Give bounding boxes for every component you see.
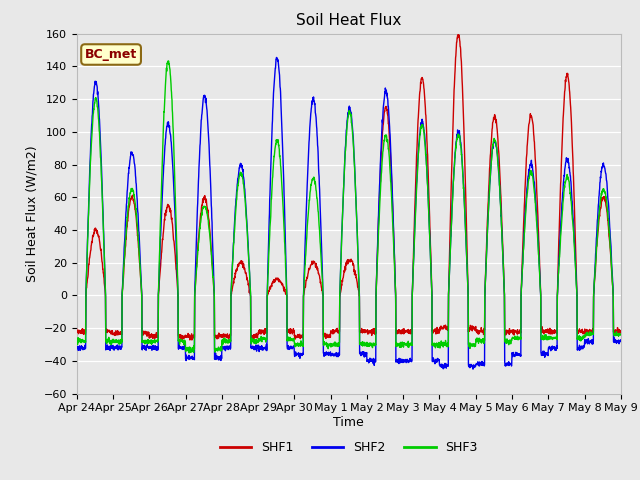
SHF3 [73, 339, 81, 345]
SHF2 [365, 357, 372, 363]
SHF3 [164, 58, 172, 64]
SHF2 [225, 345, 232, 351]
SHF1 [73, 326, 81, 332]
Y-axis label: Soil Heat Flux (W/m2): Soil Heat Flux (W/m2) [25, 145, 38, 282]
SHF1 [188, 337, 196, 343]
SHF2 [507, 360, 515, 366]
SHF3 [186, 350, 193, 356]
SHF1 [507, 328, 515, 334]
Text: BC_met: BC_met [85, 48, 137, 61]
SHF3 [617, 332, 625, 338]
Legend: SHF1, SHF2, SHF3: SHF1, SHF2, SHF3 [214, 436, 483, 459]
SHF1 [225, 336, 232, 342]
SHF2 [376, 162, 384, 168]
Line: SHF1: SHF1 [77, 33, 621, 340]
SHF1 [584, 328, 592, 334]
SHF1 [569, 158, 577, 164]
SHF1 [376, 173, 384, 179]
SHF3 [584, 332, 592, 337]
SHF1 [365, 329, 372, 335]
SHF2 [569, 214, 577, 220]
SHF2 [469, 366, 477, 372]
X-axis label: Time: Time [333, 416, 364, 429]
SHF3 [569, 222, 577, 228]
Line: SHF2: SHF2 [77, 58, 621, 369]
SHF1 [617, 330, 625, 336]
SHF3 [225, 337, 233, 343]
SHF2 [584, 339, 592, 345]
SHF1 [455, 30, 463, 36]
SHF3 [377, 186, 385, 192]
SHF2 [617, 337, 625, 343]
SHF2 [73, 344, 81, 349]
SHF3 [507, 338, 515, 344]
SHF3 [365, 343, 372, 348]
Title: Soil Heat Flux: Soil Heat Flux [296, 13, 401, 28]
SHF2 [273, 55, 280, 60]
Line: SHF3: SHF3 [77, 61, 621, 353]
